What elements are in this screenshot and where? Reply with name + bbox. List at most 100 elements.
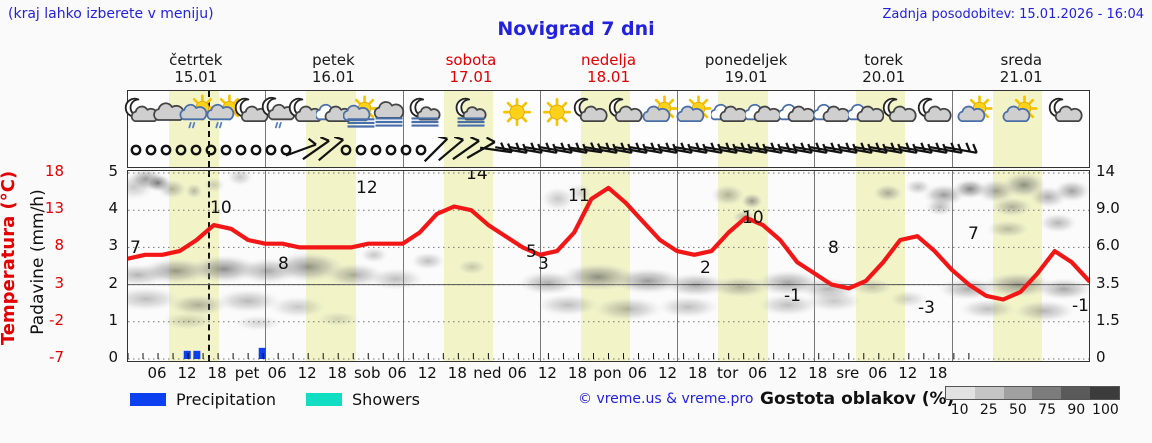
weather-icon-cloud-white [846, 93, 885, 135]
daylight-band [581, 91, 631, 167]
temperature-value-label: 12 [356, 178, 378, 198]
wind-barb-icon [748, 137, 784, 165]
wind-barb-icon [298, 136, 334, 165]
daylight-band [855, 91, 906, 167]
time-axis-label: 12 [177, 364, 197, 382]
day-date: 16.01 [311, 68, 355, 86]
time-axis-label: 12 [898, 364, 918, 382]
cloud-density-tick: 75 [1038, 402, 1056, 418]
day-separator [402, 171, 404, 361]
wind-barb-icon [883, 137, 919, 165]
cloud-density-ramp-ticks: 10 25 50 75 90 100 [945, 402, 1120, 420]
cloud-density-tick: 10 [950, 402, 969, 418]
wind-barb-icon [433, 135, 469, 165]
wind-barb-icon [598, 137, 634, 165]
day-header-4: nedelja 18.01 [540, 52, 678, 88]
wind-barb-icon [853, 137, 889, 165]
cloud-density-legend-title: Gostota oblakov (%) [760, 389, 955, 409]
prec-tick: 3 [108, 236, 118, 255]
daylight-band [992, 91, 1043, 167]
cloud-density-ramp-step [1090, 387, 1119, 399]
wind-barb-icon [628, 137, 664, 165]
daylight-band [443, 91, 494, 167]
wind-calm-icon [238, 137, 274, 165]
time-axis-label: 12 [537, 364, 557, 382]
precipitation-legend: Precipitation Showers [130, 388, 420, 410]
cloud-tick: 3.5 [1096, 273, 1120, 292]
time-axis-label: 18 [928, 364, 948, 382]
wind-barb-icon [673, 137, 709, 165]
showers-swatch [306, 392, 343, 406]
day-header-6: torek 20.01 [815, 52, 953, 88]
cloud-tick: 9.0 [1096, 199, 1120, 218]
time-axis-label: sre [836, 364, 860, 382]
day-date: 17.01 [449, 68, 493, 86]
temperature-axis-title: Temperatura (°C) [0, 170, 19, 346]
weather-icon-moon-cloud [1048, 93, 1084, 135]
prec-tick: 0 [108, 348, 118, 366]
day-name: petek [312, 51, 355, 69]
weather-icon-moon-fog [453, 93, 489, 135]
day-header-3: sobota 17.01 [402, 52, 540, 88]
time-axis-label: pon [593, 364, 622, 382]
wind-calm-icon [373, 137, 409, 165]
time-axis-label: 18 [327, 364, 347, 382]
wind-calm-icon [268, 137, 304, 165]
weather-icon-sun-cloud-drizzle [206, 93, 243, 135]
wind-calm-icon [223, 137, 259, 165]
wind-calm-icon [388, 137, 424, 165]
temperature-value-label: 7 [968, 224, 979, 244]
time-axis-label: 18 [207, 364, 227, 382]
cloud-density-ramp-step [1032, 387, 1062, 399]
page-title: Novigrad 7 dni [497, 18, 655, 40]
wind-barb-icon [688, 137, 724, 165]
prec-tick: 5 [108, 162, 118, 180]
time-axis-label: 12 [297, 364, 317, 382]
day-separator [814, 171, 816, 361]
copyright-link[interactable]: © vreme.us & vreme.pro [578, 391, 754, 407]
time-axis-label: 18 [688, 364, 708, 382]
day-name: torek [864, 51, 904, 69]
meteogram-svg: 7 10 8 12 14 5 11 3 2 10 -1 8 -3 7 -1 [128, 171, 1089, 360]
wind-calm-icon [118, 137, 154, 165]
time-axis-label: 06 [868, 364, 888, 382]
wind-barb-icon [718, 137, 754, 165]
weather-icon-cloud-white [709, 93, 747, 135]
wind-barb-icon [643, 137, 679, 165]
wind-barb-icon [943, 137, 979, 165]
wind-calm-icon [253, 137, 289, 165]
wind-barb-icon [418, 135, 454, 165]
cloud-density-ramp-step [974, 387, 1004, 399]
time-axis-label: 06 [387, 364, 407, 382]
wind-calm-icon [133, 137, 169, 165]
last-update-label: Zadnja posodobitev: 15.01.2026 - 16:04 [882, 7, 1144, 22]
precipitation-legend-label: Precipitation [176, 389, 277, 409]
day-separator [814, 91, 816, 167]
wind-calm-icon [163, 137, 199, 165]
prec-tick: 4 [108, 199, 118, 218]
cloud-density-ramp-step [1061, 387, 1091, 399]
weather-icon-cloud-fog [371, 93, 407, 135]
wind-calm-icon [328, 137, 364, 165]
day-name: sobota [445, 51, 497, 69]
time-axis-label: 18 [567, 364, 588, 382]
cloud-density-tick: 90 [1067, 402, 1086, 418]
temperature-value-label: 8 [828, 238, 839, 258]
time-axis-label: 06 [147, 364, 167, 382]
wind-barb-icon [508, 137, 544, 165]
wind-barb-icon [793, 137, 829, 165]
wind-barb-icon [808, 137, 844, 165]
weather-icon-moon-cloud-drizzle [261, 93, 297, 135]
weather-icon-cloud-white [777, 93, 816, 135]
wind-calm-icon [178, 137, 214, 165]
time-axis-label: sob [353, 364, 381, 382]
wind-calm-icon [208, 137, 244, 165]
weather-icon-moon-cloud [573, 93, 609, 135]
day-header-7: sreda 21.01 [952, 52, 1090, 88]
temperature-value-label: 3 [538, 254, 549, 274]
wind-barb-icon [283, 137, 319, 165]
cloud-density-tick: 50 [1008, 402, 1027, 418]
location-menu-note: (kraj lahko izberete v meniju) [8, 6, 214, 22]
time-axis-label: 18 [447, 364, 467, 382]
wind-barb-icon [523, 137, 559, 165]
